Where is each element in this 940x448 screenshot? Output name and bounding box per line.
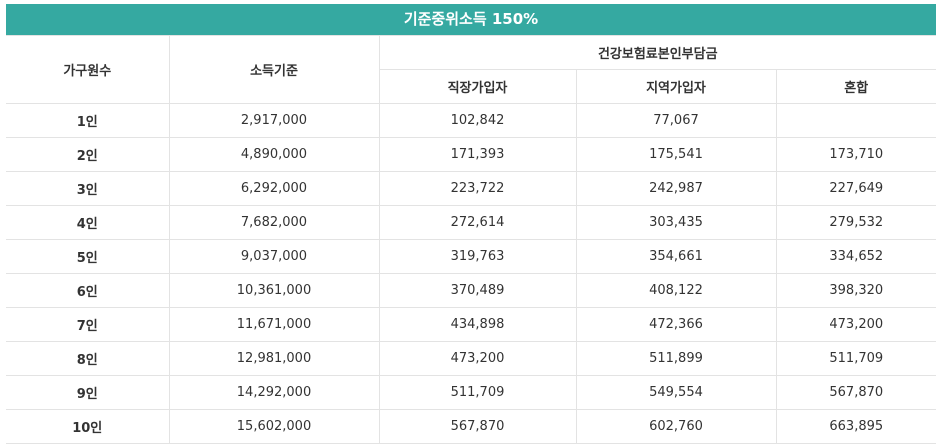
cell-income: 12,981,000	[168, 341, 380, 376]
table-row: 3인 6,292,000 223,722 242,987 227,649	[6, 171, 937, 206]
table-row: 4인 7,682,000 272,614 303,435 279,532	[6, 205, 937, 240]
cell-mixed: 398,320	[775, 273, 937, 308]
cell-size: 7인	[6, 307, 170, 342]
cell-regional: 242,987	[575, 171, 777, 206]
cell-regional: 408,122	[575, 273, 777, 308]
table-row: 8인 12,981,000 473,200 511,899 511,709	[6, 341, 937, 376]
cell-size: 1인	[6, 103, 170, 138]
cell-regional: 511,899	[575, 341, 777, 376]
cell-workplace: 223,722	[378, 171, 577, 206]
income-table-container: 기준중위소득 150% 가구원수 소득기준 건강보험료본인부담금 직장가입자 지…	[6, 4, 937, 444]
table-row: 5인 9,037,000 319,763 354,661 334,652	[6, 239, 937, 274]
cell-regional: 354,661	[575, 239, 777, 274]
cell-regional: 602,760	[575, 409, 777, 444]
header-income: 소득기준	[168, 35, 380, 104]
cell-regional: 549,554	[575, 375, 777, 410]
cell-workplace: 319,763	[378, 239, 577, 274]
cell-workplace: 272,614	[378, 205, 577, 240]
cell-size: 8인	[6, 341, 170, 376]
cell-size: 6인	[6, 273, 170, 308]
table-row: 1인 2,917,000 102,842 77,067	[6, 103, 937, 138]
cell-income: 7,682,000	[168, 205, 380, 240]
cell-income: 9,037,000	[168, 239, 380, 274]
cell-mixed: 663,895	[775, 409, 937, 444]
cell-regional: 77,067	[575, 103, 777, 138]
cell-regional: 303,435	[575, 205, 777, 240]
cell-income: 2,917,000	[168, 103, 380, 138]
cell-mixed	[775, 103, 937, 138]
cell-size: 2인	[6, 137, 170, 172]
cell-size: 10인	[6, 409, 170, 444]
cell-income: 14,292,000	[168, 375, 380, 410]
cell-mixed: 334,652	[775, 239, 937, 274]
cell-workplace: 370,489	[378, 273, 577, 308]
table-row: 6인 10,361,000 370,489 408,122 398,320	[6, 273, 937, 308]
header-household: 가구원수	[6, 35, 170, 104]
cell-size: 4인	[6, 205, 170, 240]
table-row: 10인 15,602,000 567,870 602,760 663,895	[6, 409, 937, 444]
cell-mixed: 511,709	[775, 341, 937, 376]
cell-mixed: 567,870	[775, 375, 937, 410]
header-mixed: 혼합	[775, 69, 937, 104]
income-table: 가구원수 소득기준 건강보험료본인부담금 직장가입자 지역가입자 혼합 1인 2,…	[6, 35, 937, 444]
cell-mixed: 173,710	[775, 137, 937, 172]
header-workplace: 직장가입자	[379, 69, 577, 104]
table-row: 9인 14,292,000 511,709 549,554 567,870	[6, 375, 937, 410]
cell-size: 3인	[6, 171, 170, 206]
header-row-1: 가구원수 소득기준 건강보험료본인부담금	[6, 35, 937, 104]
cell-workplace: 102,842	[378, 103, 577, 138]
cell-income: 4,890,000	[168, 137, 380, 172]
cell-income: 11,671,000	[168, 307, 380, 342]
cell-workplace: 473,200	[378, 341, 577, 376]
cell-mixed: 279,532	[775, 205, 937, 240]
cell-size: 5인	[6, 239, 170, 274]
table-body: 1인 2,917,000 102,842 77,067 2인 4,890,000 171,3…	[6, 103, 937, 444]
cell-workplace: 171,393	[378, 137, 577, 172]
table-title: 기준중위소득 150%	[6, 4, 936, 35]
header-regional: 지역가입자	[575, 69, 777, 104]
cell-regional: 472,366	[575, 307, 777, 342]
cell-income: 15,602,000	[168, 409, 380, 444]
cell-mixed: 473,200	[775, 307, 937, 342]
cell-income: 6,292,000	[168, 171, 380, 206]
cell-mixed: 227,649	[775, 171, 937, 206]
cell-workplace: 511,709	[378, 375, 577, 410]
cell-regional: 175,541	[575, 137, 777, 172]
cell-workplace: 434,898	[378, 307, 577, 342]
cell-workplace: 567,870	[378, 409, 577, 444]
cell-size: 9인	[6, 375, 170, 410]
table-row: 7인 11,671,000 434,898 472,366 473,200	[6, 307, 937, 342]
header-contribution: 건강보험료본인부담금	[378, 35, 937, 70]
table-row: 2인 4,890,000 171,393 175,541 173,710	[6, 137, 937, 172]
cell-income: 10,361,000	[168, 273, 380, 308]
